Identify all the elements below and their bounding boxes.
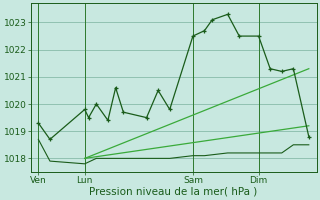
X-axis label: Pression niveau de la mer( hPa ): Pression niveau de la mer( hPa ) [90, 187, 258, 197]
